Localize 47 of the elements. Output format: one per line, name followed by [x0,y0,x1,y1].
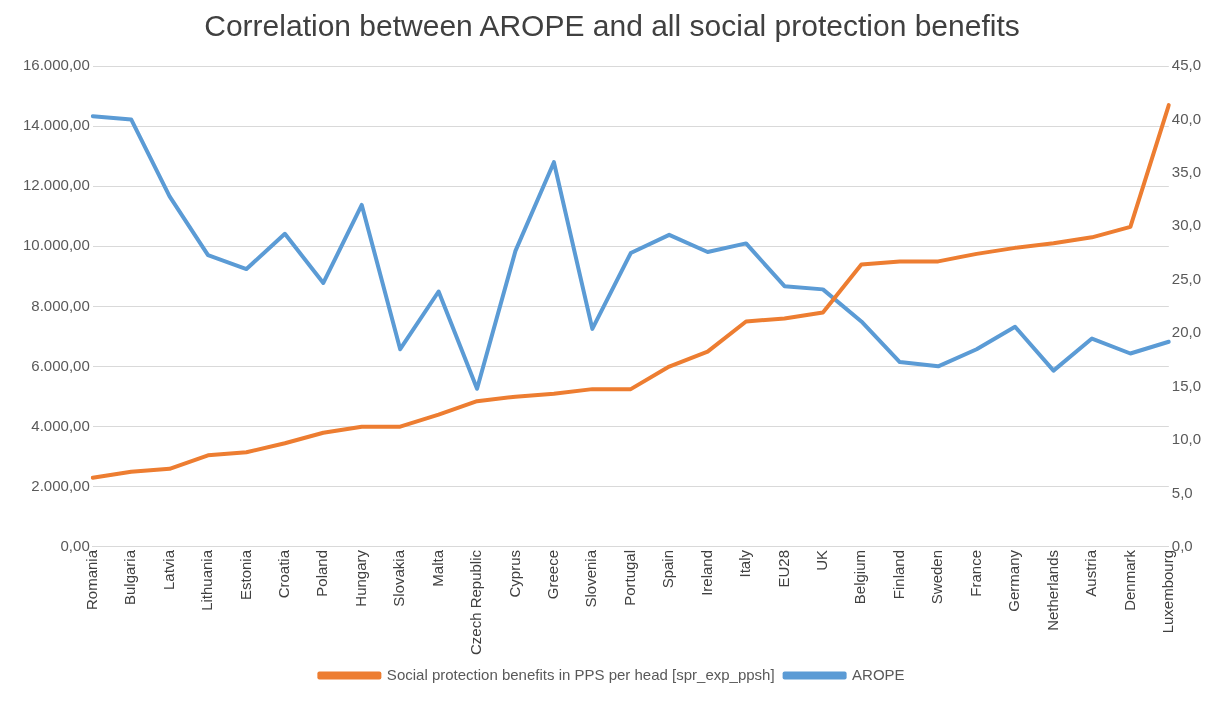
y2-tick-label: 15,0 [1171,376,1202,394]
x-tick-label: Portugal [620,549,638,606]
x-tick-label: UK [813,549,831,571]
y-tick-label: 6.000,00 [31,356,90,374]
x-tick-label: Bulgaria [121,549,139,605]
y2-tick-label: 45,0 [1171,56,1202,74]
x-tick-label: Slovakia [390,549,408,607]
y2-tick-label: 5,0 [1171,483,1193,501]
x-tick-label: Ireland [697,549,715,596]
y2-tick-label: 30,0 [1171,216,1202,234]
x-tick-label: Croatia [275,549,293,599]
x-tick-label: Slovenia [582,549,600,608]
x-tick-label: Belgium [851,549,869,605]
x-tick-label: Malta [428,549,446,587]
x-tick-label: Cyprus [505,549,523,598]
y2-tick-label: 35,0 [1171,163,1202,181]
x-tick-label: Greece [544,549,562,600]
x-tick-label: Hungary [351,549,369,607]
x-tick-label: Italy [736,549,754,578]
y2-tick-label: 25,0 [1171,269,1202,287]
x-tick-label: Poland [313,549,331,597]
x-tick-label: Austria [1082,549,1100,597]
y2-tick-label: 20,0 [1171,323,1202,341]
y2-tick-label: 10,0 [1171,430,1202,448]
y-tick-label: 10.000,00 [23,236,90,254]
y-tick-label: 2.000,00 [31,476,90,494]
x-tick-label: Denmark [1120,549,1138,611]
chart-title: Correlation between AROPE and all social protection benefits [204,9,1020,43]
x-tick-label: Latvia [159,549,177,590]
y-tick-label: 14.000,00 [23,116,90,134]
x-tick-label: Germany [1005,549,1023,612]
x-tick-label: Sweden [928,549,946,605]
legend-label: Social protection benefits in PPS per head [spr_exp_ppsh] [386,665,775,683]
x-tick-label: Czech Republic [467,549,485,656]
y-tick-label: 12.000,00 [23,176,90,194]
x-tick-label: France [966,549,984,597]
x-tick-label: Estonia [236,549,254,600]
y2-tick-label: 40,0 [1171,109,1202,127]
x-tick-label: Netherlands [1043,549,1061,631]
y-tick-label: 8.000,00 [31,296,90,314]
y-tick-label: 16.000,00 [23,56,90,74]
x-tick-label: EU28 [774,549,792,588]
x-tick-label: Finland [889,549,907,600]
x-tick-label: Spain [659,549,677,589]
y-tick-label: 4.000,00 [31,416,90,434]
legend-label: AROPE [852,665,905,683]
x-tick-label: Lithuania [198,549,216,611]
